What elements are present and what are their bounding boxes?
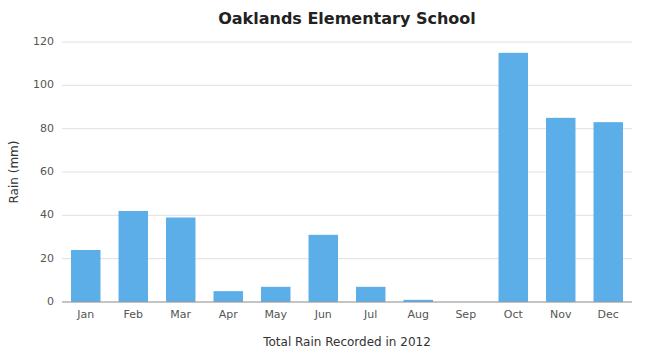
bar — [546, 118, 575, 302]
x-tick-label: Dec — [598, 308, 619, 321]
grid-line — [62, 85, 632, 86]
x-tick-label: May — [264, 308, 287, 321]
bar — [594, 122, 623, 302]
bar — [166, 218, 195, 303]
page: {"chart_data": {"type": "bar", "title": … — [0, 0, 650, 360]
bar — [214, 291, 243, 302]
bar — [119, 211, 148, 302]
y-tick-label: 40 — [40, 208, 54, 221]
x-tick-label: Sep — [455, 308, 476, 321]
bars — [71, 53, 623, 302]
y-tick-label: 20 — [40, 252, 54, 265]
bar — [499, 53, 528, 302]
x-tick-label: Jun — [314, 308, 332, 321]
grid-line — [62, 302, 632, 303]
y-tick-label: 80 — [40, 122, 54, 135]
x-tick-label: Feb — [124, 308, 143, 321]
chart-title: Oaklands Elementary School — [218, 9, 476, 28]
x-tick-label: Oct — [504, 308, 524, 321]
bar — [261, 287, 290, 302]
x-axis-label: Total Rain Recorded in 2012 — [262, 335, 431, 349]
bar — [356, 287, 385, 302]
x-tick-label: Apr — [219, 308, 239, 321]
bar — [71, 250, 100, 302]
y-tick-label: 60 — [40, 165, 54, 178]
grid-line — [62, 42, 632, 43]
x-tick-label: Jul — [363, 308, 377, 321]
x-tick-label: Mar — [170, 308, 191, 321]
x-tick-label: Jan — [76, 308, 94, 321]
x-tick-label: Aug — [408, 308, 429, 321]
y-axis-label: Rain (mm) — [7, 141, 21, 204]
y-axis: 0 20 40 60 80 100 120 — [33, 35, 54, 308]
y-tick-label: 100 — [33, 78, 54, 91]
chart-container: 0 20 40 60 80 100 120 Jan Feb Mar Apr May Jun Jul Aug S… — [0, 0, 650, 360]
x-axis-line — [62, 302, 632, 303]
x-axis: Jan Feb Mar Apr May Jun Jul Aug Sep Oct Nov Dec — [76, 308, 619, 321]
chart-svg: 0 20 40 60 80 100 120 Jan Feb Mar Apr May Jun Jul Aug S… — [0, 0, 650, 360]
x-tick-label: Nov — [550, 308, 572, 321]
y-tick-label: 0 — [47, 295, 54, 308]
y-tick-label: 120 — [33, 35, 54, 48]
bar — [309, 235, 338, 302]
y-grid — [62, 42, 632, 302]
